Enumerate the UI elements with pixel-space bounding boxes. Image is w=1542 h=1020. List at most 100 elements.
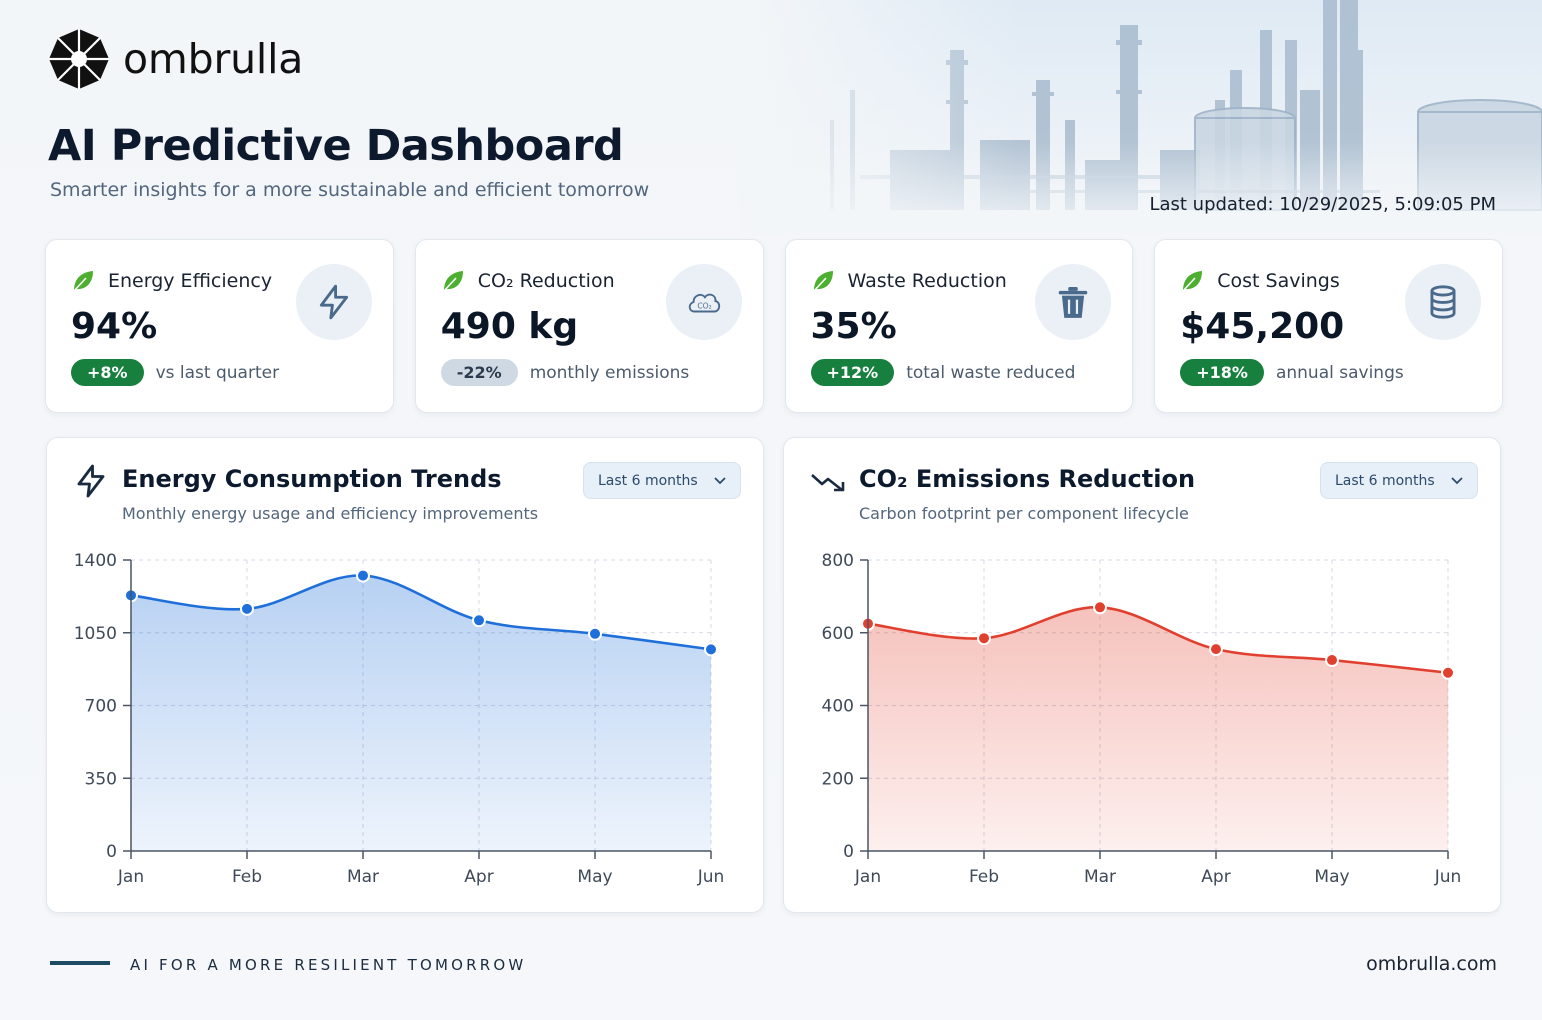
kpi-card-title: Waste Reduction — [810, 268, 1007, 294]
series-area — [131, 575, 711, 851]
x-tick-label: May — [577, 867, 612, 887]
kpi-card-caption: annual savings — [1275, 362, 1404, 383]
panel-subtitle: Monthly energy usage and efficiency impr… — [122, 504, 539, 523]
x-tick-label: Feb — [232, 867, 262, 887]
y-tick-label: 1400 — [74, 551, 117, 571]
panel-title: CO₂ Emissions Reduction — [859, 465, 1196, 493]
dropdown-value: Last 6 months — [598, 472, 698, 489]
x-tick-label: Mar — [1084, 867, 1116, 887]
x-tick-label: Mar — [347, 867, 379, 887]
kpi-card-caption: monthly emissions — [529, 362, 690, 383]
leaf-icon — [73, 271, 93, 292]
x-tick-label: Apr — [1201, 867, 1230, 887]
kpi-card-title: Cost Savings — [1179, 268, 1340, 294]
time-range-dropdown[interactable]: Last 6 months — [1320, 462, 1478, 499]
y-tick-label: 350 — [85, 769, 117, 789]
coins-stack-icon — [1430, 285, 1456, 319]
kpi-card-icon-badge — [1035, 264, 1112, 340]
delta-badge: +8% — [71, 359, 144, 386]
leaf-icon — [1182, 271, 1203, 292]
kpi-card-waste-reduction[interactable]: Waste Reduction 35% +12% total waste red… — [784, 239, 1134, 413]
data-point — [1325, 653, 1339, 668]
refinery-background-image — [740, 0, 1542, 235]
kpi-card-footer: -22% monthly emissions — [440, 359, 690, 386]
kpi-card-footer: +18% annual savings — [1180, 359, 1404, 386]
brand-name: ombrulla — [123, 35, 304, 83]
kpi-card-co2-reduction[interactable]: CO₂ Reduction 490 kg -22% monthly emissi… — [414, 239, 764, 413]
ombrulla-logo-icon — [49, 29, 109, 89]
data-point — [977, 631, 991, 646]
brand-logo[interactable]: ombrulla — [48, 28, 303, 90]
leaf-icon — [812, 271, 833, 292]
data-point — [240, 601, 254, 616]
y-tick-label: 700 — [85, 697, 117, 717]
lightning-icon — [319, 284, 348, 320]
chevron-down-icon — [1451, 477, 1463, 485]
data-point — [1441, 665, 1455, 680]
data-point — [356, 568, 370, 583]
svg-text:CO₂: CO₂ — [697, 302, 711, 311]
series-line — [867, 605, 1449, 675]
kpi-card-value: 35% — [810, 306, 897, 347]
footer-tagline: AI FOR A MORE RESILIENT TOMORROW — [130, 956, 527, 974]
kpi-card-title: CO₂ Reduction — [440, 268, 615, 294]
energy-consumption-chart: 0 350 700 1050 1400 Jan Feb Mar Apr May Jun — [74, 551, 725, 887]
page-title: AI Predictive Dashboard — [48, 121, 624, 171]
kpi-card-value: 94% — [71, 306, 158, 347]
y-tick-label: 200 — [822, 769, 854, 789]
kpi-card-title-text: Waste Reduction — [847, 270, 1007, 292]
delta-badge: +18% — [1180, 359, 1264, 386]
kpi-card-energy-efficiency[interactable]: Energy Efficiency 94% +8% vs last quarte… — [45, 239, 394, 413]
kpi-card-icon-badge: CO₂ — [665, 264, 742, 340]
x-tick-label: Jun — [1434, 867, 1462, 887]
footer-website-link[interactable]: ombrulla.com — [1366, 953, 1497, 975]
y-tick-label: 0 — [106, 842, 117, 862]
panel-title: Energy Consumption Trends — [122, 465, 502, 493]
energy-consumption-panel: Energy Consumption Trends Monthly energy… — [46, 437, 764, 913]
kpi-card-caption: vs last quarter — [155, 362, 280, 383]
x-tick-label: Apr — [464, 867, 493, 887]
kpi-card-title-text: CO₂ Reduction — [477, 270, 615, 292]
data-point — [472, 613, 486, 628]
y-tick-label: 0 — [843, 842, 854, 862]
trash-icon — [1059, 286, 1088, 318]
co2-emissions-panel: CO₂ Emissions Reduction Carbon footprint… — [783, 437, 1501, 913]
kpi-card-title-text: Energy Efficiency — [108, 270, 273, 292]
series-area — [868, 607, 1448, 851]
kpi-card-title: Energy Efficiency — [70, 268, 272, 294]
leaf-icon — [443, 271, 463, 292]
dropdown-value: Last 6 months — [1335, 472, 1435, 489]
x-tick-label: May — [1314, 867, 1349, 887]
footer-accent-line — [50, 961, 110, 965]
kpi-card-icon-badge — [295, 264, 372, 340]
last-updated-timestamp: Last updated: 10/29/2025, 5:09:05 PM — [1149, 194, 1496, 215]
y-tick-label: 600 — [822, 624, 854, 644]
series-line — [130, 574, 712, 651]
kpi-card-value: $45,200 — [1180, 306, 1345, 347]
data-point — [588, 626, 602, 641]
time-range-dropdown[interactable]: Last 6 months — [583, 462, 741, 499]
panel-subtitle: Carbon footprint per component lifecycle — [859, 504, 1189, 523]
data-point — [1209, 642, 1223, 657]
x-tick-label: Feb — [969, 867, 999, 887]
kpi-card-title-text: Cost Savings — [1217, 270, 1340, 292]
co2-emissions-chart: 0 200 400 600 800 Jan Feb Mar Apr May Jun — [822, 551, 1462, 887]
kpi-card-value: 490 kg — [440, 306, 579, 347]
chevron-down-icon — [714, 477, 726, 485]
y-tick-label: 400 — [822, 697, 854, 717]
trending-down-icon — [811, 474, 845, 492]
x-tick-label: Jun — [697, 867, 725, 887]
kpi-card-icon-badge — [1405, 264, 1481, 340]
x-tick-label: Jan — [117, 867, 144, 887]
kpi-card-footer: +12% total waste reduced — [810, 359, 1075, 386]
data-point — [704, 642, 718, 657]
delta-badge: -22% — [440, 359, 518, 386]
x-tick-label: Jan — [854, 867, 881, 887]
y-tick-label: 1050 — [74, 624, 117, 644]
kpi-card-cost-savings[interactable]: Cost Savings $45,200 +18% annual savings — [1154, 239, 1503, 413]
data-point — [1093, 600, 1107, 615]
page-subtitle: Smarter insights for a more sustainable … — [50, 179, 650, 201]
delta-badge: +12% — [810, 359, 895, 386]
kpi-card-footer: +8% vs last quarter — [71, 359, 279, 386]
kpi-cards: Energy Efficiency 94% +8% vs last quarte… — [45, 239, 1503, 413]
